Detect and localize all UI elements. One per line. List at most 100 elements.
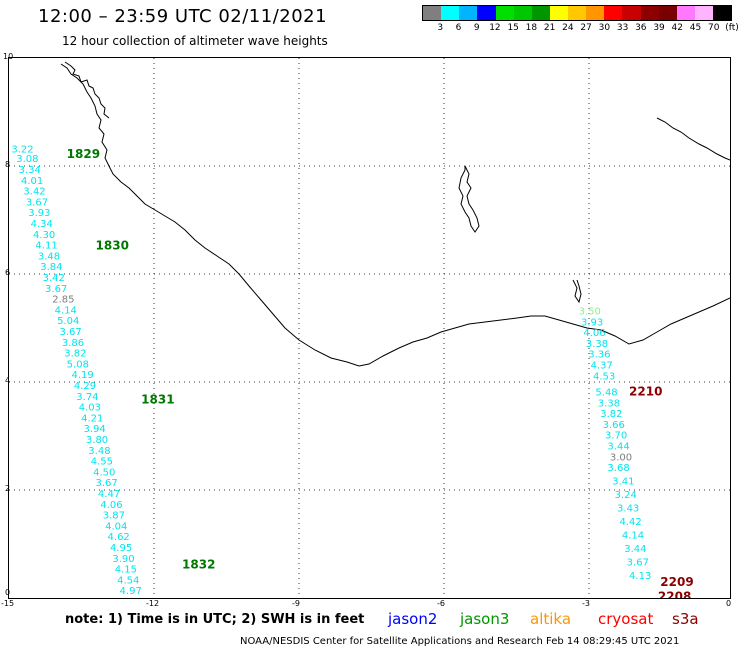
wave-height-value: 3.93: [581, 317, 603, 328]
scale-swatch: [586, 6, 605, 20]
wave-height-value: 3.80: [86, 435, 108, 446]
scale-label: 18: [525, 23, 538, 33]
y-tick-6: 6: [5, 268, 11, 277]
pass-time-label: 1832: [182, 557, 215, 571]
wave-height-value: 5.08: [67, 359, 89, 370]
wave-height-value: 2.85: [52, 295, 74, 306]
color-scale-bar: [422, 5, 732, 21]
legend-jason3: jason3: [460, 610, 510, 628]
wave-height-value: 4.19: [71, 370, 93, 381]
wave-height-value: 3.38: [598, 398, 620, 409]
wave-height-value: 4.62: [108, 532, 130, 543]
wave-height-value: 3.36: [588, 350, 610, 361]
wave-height-value: 3.70: [605, 431, 627, 442]
scale-label: 6: [455, 23, 462, 33]
x-tick-minus-15: -15: [1, 599, 15, 608]
scale-swatch: [713, 6, 732, 20]
wave-height-value: 3.82: [600, 409, 622, 420]
wave-height-value: 5.04: [57, 316, 79, 327]
y-tick-0: 0: [5, 588, 11, 597]
scale-swatch: [477, 6, 496, 20]
scale-swatch: [604, 6, 623, 20]
scale-label: 15: [507, 23, 519, 33]
scale-swatch: [441, 6, 460, 20]
scale-swatch: [459, 6, 478, 20]
scale-swatch: [423, 6, 442, 20]
lake-east: [572, 279, 582, 304]
scale-swatch: [531, 6, 550, 20]
wave-height-value: 4.29: [74, 381, 96, 392]
pass-time-label: 2210: [629, 385, 662, 399]
wave-height-value: 3.84: [40, 262, 62, 273]
wave-height-value: 4.95: [110, 543, 132, 554]
coastline: [60, 63, 730, 367]
scale-label: 9: [473, 23, 480, 33]
scale-label: 36: [635, 23, 647, 33]
scale-label: 42: [671, 23, 684, 33]
wave-height-value: 4.15: [115, 565, 137, 576]
wave-height-value: 3.24: [615, 490, 637, 501]
wave-height-value: 3.43: [617, 504, 639, 515]
legend-cryosat: cryosat: [598, 610, 654, 628]
wave-height-value: 4.14: [622, 531, 644, 542]
scale-swatch: [549, 6, 568, 20]
wave-height-value: 4.37: [591, 361, 613, 372]
wave-height-value: 3.67: [45, 284, 67, 295]
scale-label: 30: [598, 23, 611, 33]
scale-label: 3: [437, 23, 444, 33]
map-canvas: 3.223.083.344.013.423.673.934.344.304.11…: [9, 58, 730, 598]
color-scale-labels: 3 6 9 12 15 18 21 24 27 30 33 36 39 42 45 70 (ft): [422, 21, 738, 33]
scale-swatch: [513, 6, 532, 20]
x-tick-0: 0: [726, 599, 732, 608]
x-tick-minus-6: -6: [437, 599, 445, 608]
scale-label: (ft): [725, 23, 739, 33]
scale-label: 27: [580, 23, 592, 33]
wave-height-value: 3.67: [59, 327, 81, 338]
map-gridlines: [9, 58, 730, 598]
scale-label: 12: [489, 23, 501, 33]
y-tick-2: 2: [5, 484, 11, 493]
wave-height-value: 3.44: [607, 442, 629, 453]
credit-line: NOAA/NESDIS Center for Satellite Applica…: [240, 636, 680, 647]
wave-height-value: 3.38: [586, 339, 608, 350]
wave-height-value: 3.90: [112, 554, 134, 565]
wave-height-value: 3.82: [64, 349, 86, 360]
pass-time-label: 1829: [67, 147, 100, 161]
pass-time-label: 1831: [141, 393, 174, 407]
scale-label: 21: [543, 23, 556, 33]
wave-height-value: 4.97: [120, 586, 142, 597]
map-subtitle: 12 hour collection of altimeter wave hei…: [62, 34, 328, 48]
map-plot-area: 3.22 3.08 3.34 4.01 3.42 3.67 3.93 4.34 4.30 4.11…: [1, 52, 731, 608]
scale-swatch: [640, 6, 659, 20]
wave-height-value: 4.54: [117, 575, 139, 586]
legend-s3a: s3a: [672, 610, 699, 628]
wave-height-value: 3.08: [16, 154, 38, 165]
wave-height-value: 3.67: [96, 478, 118, 489]
wave-height-value: 3.42: [23, 187, 45, 198]
scale-label: 39: [653, 23, 665, 33]
wave-height-value: 4.14: [55, 305, 77, 316]
wave-height-value: 4.34: [31, 219, 53, 230]
scale-swatch: [694, 6, 713, 20]
wave-height-value: 3.50: [579, 307, 601, 318]
wave-height-value: 4.50: [93, 467, 115, 478]
wave-height-value: 4.06: [583, 328, 605, 339]
legend-jason2: jason2: [388, 610, 438, 628]
wave-height-value: 3.94: [84, 424, 106, 435]
pass-time-label: 1830: [96, 239, 129, 253]
wave-height-value: 3.42: [43, 273, 65, 284]
wave-height-value: 3.86: [62, 338, 84, 349]
scale-label: 24: [562, 23, 574, 33]
wave-height-value: 4.30: [33, 230, 55, 241]
wave-height-value: 3.66: [603, 420, 625, 431]
wave-height-value: 3.48: [88, 446, 110, 457]
coastline-north-west: [64, 61, 110, 119]
scale-label: 45: [689, 23, 702, 33]
wave-height-value: 3.67: [26, 197, 48, 208]
wave-height-value: 3.41: [612, 477, 634, 488]
map-title: 12:00 – 23:59 UTC 02/11/2021: [38, 6, 328, 27]
wave-height-value: 3.34: [19, 165, 41, 176]
wave-height-value: 3.22: [11, 145, 33, 156]
scale-swatch: [622, 6, 641, 20]
wave-height-value: 4.06: [100, 500, 122, 511]
